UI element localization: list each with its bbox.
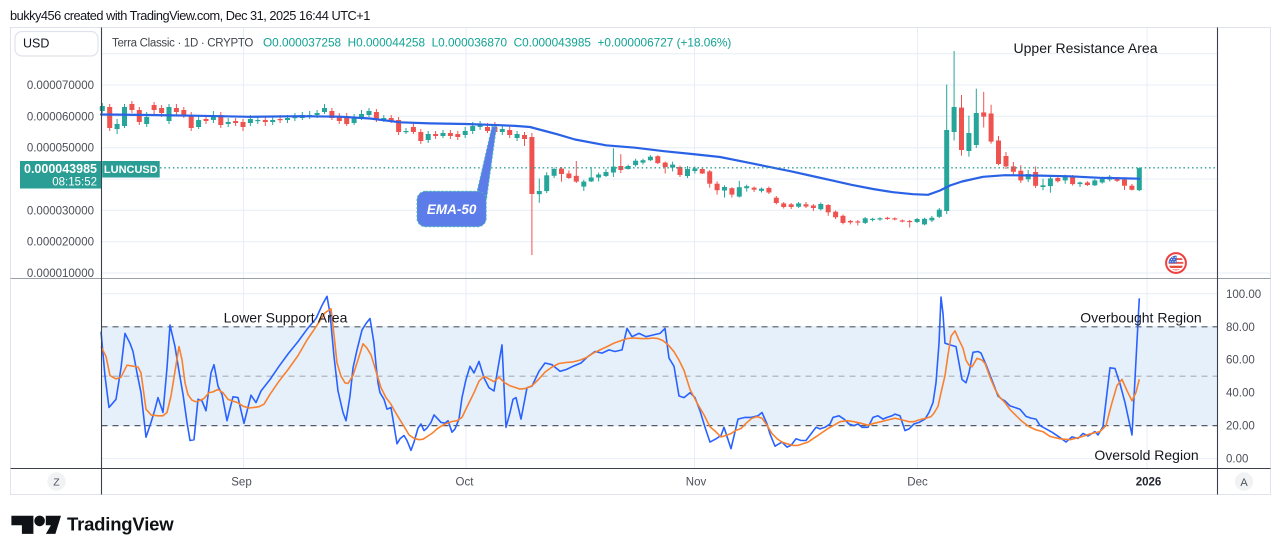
- svg-text:Lower Support Area: Lower Support Area: [224, 310, 348, 326]
- svg-text:Terra Classic · 1D · CRYPTO: Terra Classic · 1D · CRYPTO: [112, 38, 253, 50]
- svg-text:100.00: 100.00: [1226, 289, 1261, 301]
- svg-text:EMA-50: EMA-50: [427, 202, 477, 217]
- svg-text:0.000010000: 0.000010000: [27, 268, 94, 280]
- svg-text:bukky456 created with TradingV: bukky456 created with TradingView.com, D…: [10, 8, 370, 23]
- svg-text:Dec: Dec: [907, 477, 928, 489]
- svg-text:Sep: Sep: [231, 477, 251, 489]
- svg-text:2026: 2026: [1136, 477, 1162, 489]
- svg-text:Oct: Oct: [456, 477, 475, 489]
- svg-text:Nov: Nov: [686, 477, 707, 489]
- svg-text:Overbought Region: Overbought Region: [1080, 310, 1201, 326]
- svg-text:40.00: 40.00: [1226, 388, 1255, 400]
- svg-text:80.00: 80.00: [1226, 322, 1255, 334]
- svg-text:Oversold Region: Oversold Region: [1094, 447, 1198, 463]
- svg-text:0.000020000: 0.000020000: [27, 237, 94, 249]
- svg-text:USD: USD: [23, 37, 49, 51]
- svg-text:Z: Z: [53, 477, 60, 489]
- svg-text:0.000050000: 0.000050000: [27, 143, 94, 155]
- svg-text:Upper Resistance Area: Upper Resistance Area: [1014, 40, 1158, 56]
- svg-text:TradingView: TradingView: [67, 514, 174, 535]
- svg-text:0.000070000: 0.000070000: [27, 80, 94, 92]
- svg-text:A: A: [1240, 477, 1248, 489]
- svg-text:20.00: 20.00: [1226, 421, 1255, 433]
- svg-text:0.00: 0.00: [1226, 454, 1248, 466]
- svg-text:O0.000037258 H0.000044258 L0: O0.000037258 H0.000044258 L0.000036870 C…: [263, 36, 731, 50]
- svg-text:08:15:52: 08:15:52: [52, 177, 97, 189]
- svg-text:0.000030000: 0.000030000: [27, 205, 94, 217]
- svg-text:0.000060000: 0.000060000: [27, 111, 94, 123]
- svg-text:60.00: 60.00: [1226, 355, 1255, 367]
- svg-text:0.000043985: 0.000043985: [24, 162, 97, 176]
- svg-text:LUNCUSD: LUNCUSD: [104, 164, 158, 176]
